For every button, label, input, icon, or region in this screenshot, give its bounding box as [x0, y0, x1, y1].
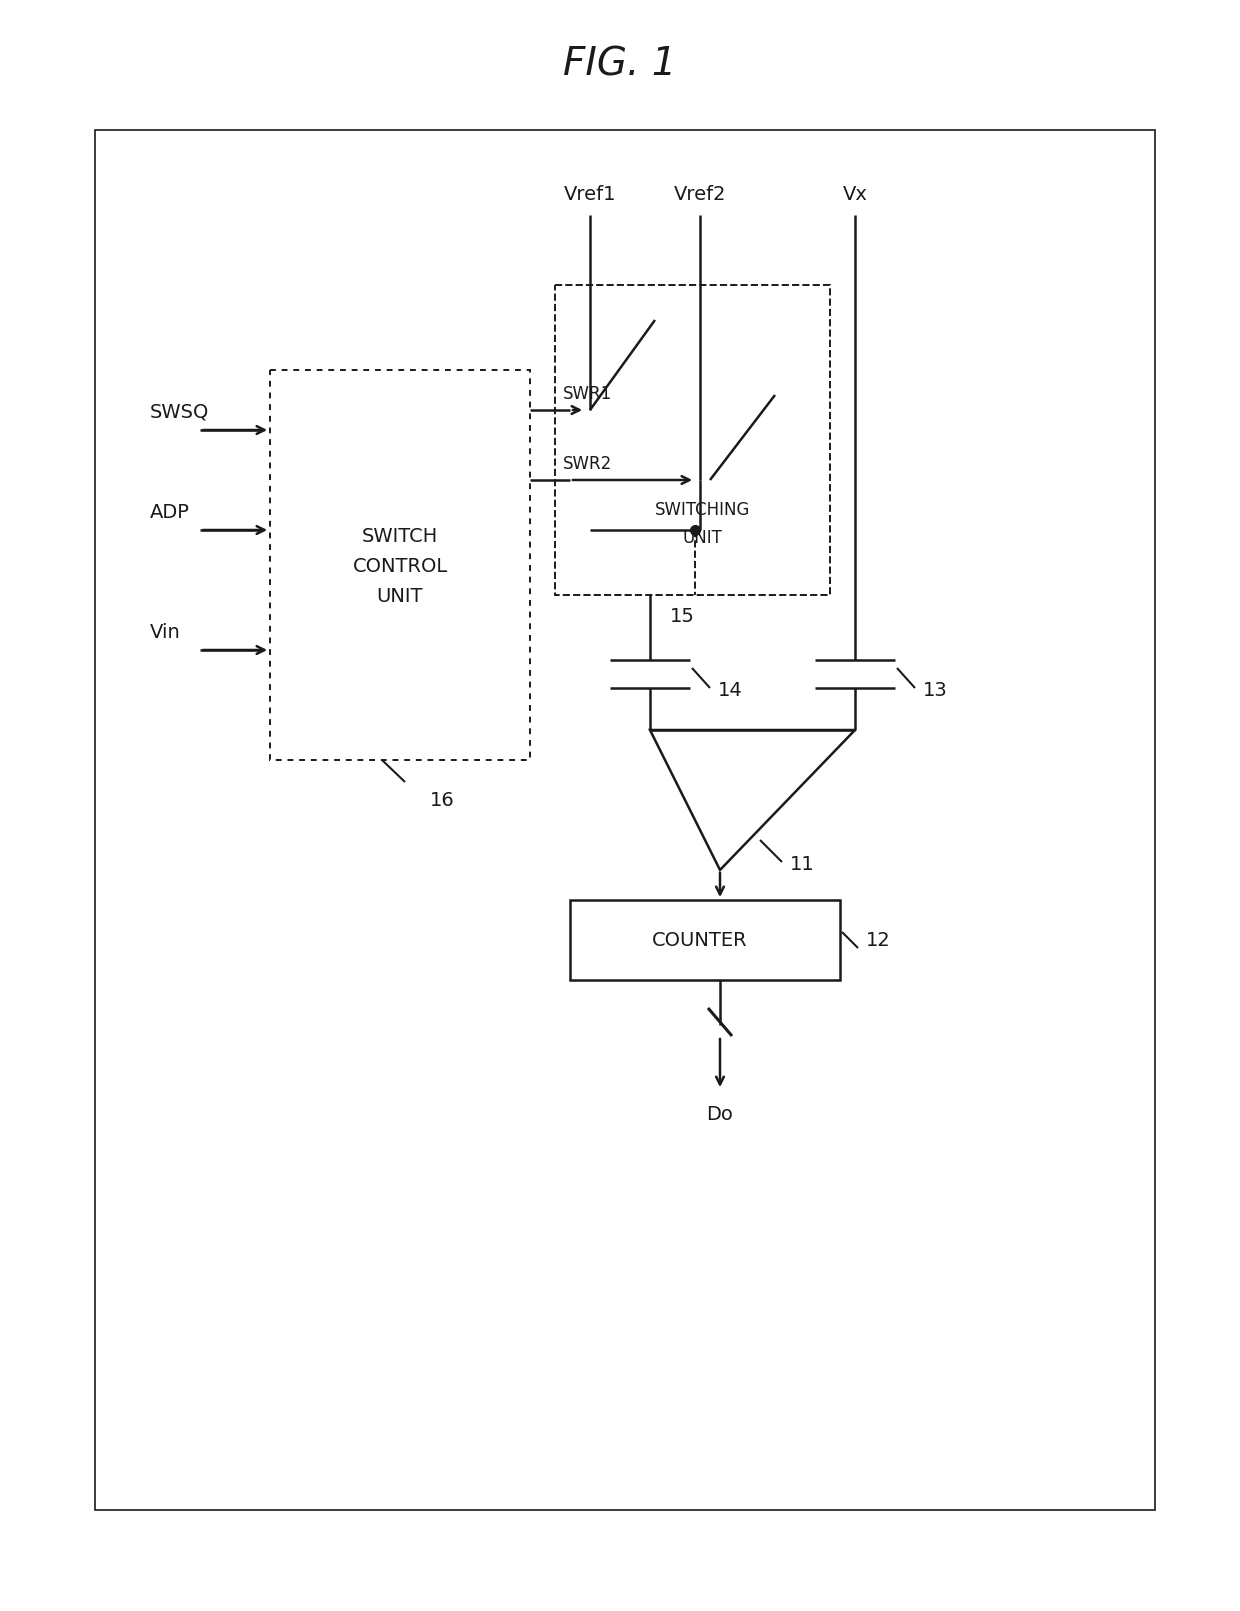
Text: FIG. 1: FIG. 1 — [563, 47, 677, 84]
Text: UNIT: UNIT — [377, 588, 423, 606]
Text: 14: 14 — [718, 680, 743, 699]
Text: SWSQ: SWSQ — [150, 403, 210, 422]
Text: SWR2: SWR2 — [563, 454, 613, 474]
Text: CONTROL: CONTROL — [352, 557, 448, 577]
Bar — [556, 285, 830, 594]
Bar — [270, 371, 529, 760]
Text: ADP: ADP — [150, 503, 190, 522]
Text: 12: 12 — [866, 931, 890, 949]
Text: 11: 11 — [790, 855, 815, 875]
Text: UNIT: UNIT — [682, 528, 723, 548]
Bar — [95, 130, 1154, 1510]
Text: SWR1: SWR1 — [563, 385, 613, 403]
Text: Vin: Vin — [150, 622, 181, 641]
Text: SWITCHING: SWITCHING — [655, 501, 750, 519]
Text: SWITCH: SWITCH — [362, 527, 438, 546]
Text: 16: 16 — [430, 791, 455, 809]
Text: COUNTER: COUNTER — [652, 931, 748, 949]
Text: Vx: Vx — [842, 185, 868, 205]
Bar — [570, 901, 839, 979]
Text: Vref2: Vref2 — [673, 185, 727, 205]
Text: 15: 15 — [670, 607, 694, 627]
Text: 13: 13 — [923, 680, 947, 699]
Text: Do: Do — [707, 1105, 733, 1124]
Text: Vref1: Vref1 — [564, 185, 616, 205]
